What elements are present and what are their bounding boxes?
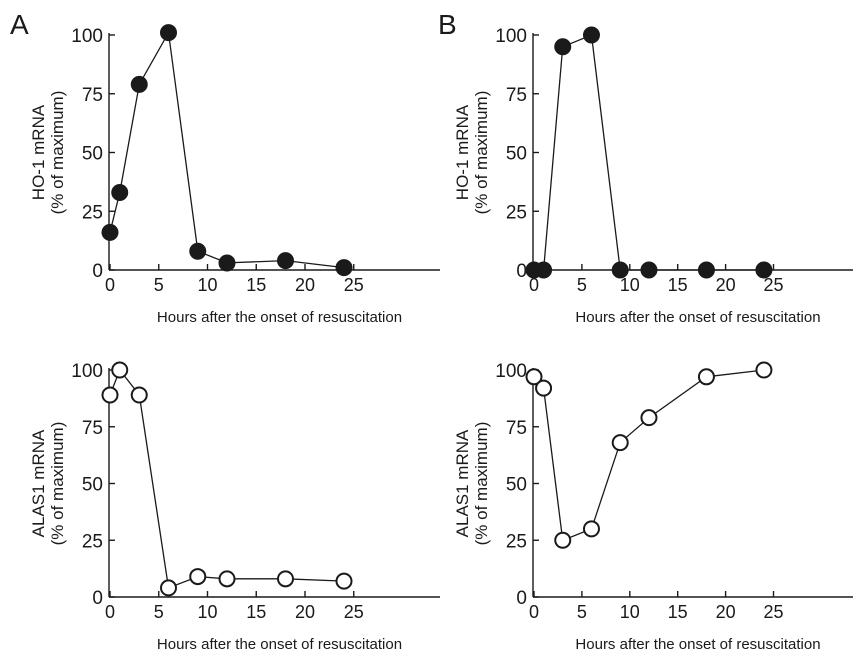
chart-3-y-tick-label: 50 bbox=[506, 475, 527, 496]
chart-3-y-tick-label: 100 bbox=[495, 361, 527, 382]
chart-1-data-point bbox=[535, 261, 553, 279]
chart-2-y-tick-label: 100 bbox=[71, 361, 103, 382]
chart-2-data-point bbox=[111, 361, 129, 379]
chart-2-y-tick-label: 0 bbox=[92, 588, 103, 609]
chart-1-data-point bbox=[640, 261, 658, 279]
chart-0-y-axis-subtitle: (% of maximum) bbox=[48, 91, 67, 215]
chart-3-data-point bbox=[611, 434, 629, 452]
chart-2-x-tick-label: 0 bbox=[105, 602, 115, 622]
chart-2-data-point bbox=[130, 386, 148, 404]
chart-2-data-point bbox=[189, 568, 207, 586]
chart-1-data-point bbox=[611, 261, 629, 279]
chart-3-series-line bbox=[533, 369, 764, 542]
chart-0-y-tick-label: 100 bbox=[71, 26, 103, 47]
chart-0-y-tick-label: 50 bbox=[82, 144, 103, 165]
chart-1-y-tick-label: 50 bbox=[506, 144, 527, 165]
chart-0-data-point bbox=[130, 75, 148, 93]
chart-3-data-point bbox=[554, 531, 572, 549]
chart-2-data-point bbox=[277, 570, 294, 588]
panel-label-b: B bbox=[438, 9, 457, 40]
chart-1-y-axis-subtitle: (% of maximum) bbox=[472, 91, 491, 215]
chart-2-y-tick-label: 25 bbox=[82, 531, 103, 552]
chart-0-y-axis-title: HO-1 mRNA bbox=[29, 104, 48, 200]
chart-0-data-point bbox=[111, 183, 129, 201]
chart-3-x-tick-label: 5 bbox=[577, 602, 587, 622]
chart-b-ho1: 0 25 50 75 100 0 5 10 15 20 25 Hours after the onse… bbox=[453, 26, 853, 326]
chart-3-x-tick-label: 0 bbox=[529, 602, 539, 622]
chart-0-data-point bbox=[160, 24, 177, 42]
chart-1-x-tick-label: 20 bbox=[716, 275, 736, 295]
chart-3-y-axis-title: ALAS1 mRNA bbox=[453, 429, 472, 537]
chart-3-y-tick-label: 75 bbox=[506, 418, 527, 439]
chart-3-data-point bbox=[697, 368, 715, 386]
chart-0-y-tick-label: 75 bbox=[82, 85, 103, 106]
chart-2-y-tick-label: 50 bbox=[82, 475, 103, 496]
chart-1-y-tick-label: 75 bbox=[506, 85, 527, 106]
chart-2-x-tick-label: 15 bbox=[246, 602, 266, 622]
chart-3-y-tick-label: 0 bbox=[516, 588, 527, 609]
chart-1-data-point bbox=[755, 261, 773, 279]
chart-2-y-axis-title: ALAS1 mRNA bbox=[29, 429, 48, 537]
chart-0-y-tick-label: 25 bbox=[82, 202, 103, 223]
chart-2-data-point bbox=[160, 579, 177, 597]
chart-1-x-tick-label: 5 bbox=[577, 275, 587, 295]
chart-2-x-tick-label: 5 bbox=[154, 602, 164, 622]
chart-0-x-tick-label: 20 bbox=[295, 275, 315, 295]
chart-3-data-point bbox=[525, 368, 543, 386]
chart-2-x-tick-label: 20 bbox=[295, 602, 315, 622]
chart-b-alas1: 0 25 50 75 100 0 5 10 15 20 25 Hours after the onse… bbox=[453, 361, 853, 653]
chart-3-x-tick-label: 20 bbox=[716, 602, 736, 622]
chart-1-data-point bbox=[697, 261, 715, 279]
chart-1-y-tick-label: 25 bbox=[506, 202, 527, 223]
chart-0-series-line bbox=[109, 30, 345, 269]
chart-3-data-point bbox=[535, 379, 553, 397]
chart-1-data-point bbox=[554, 38, 572, 56]
chart-3-x-axis-title: Hours after the onset of resuscitation bbox=[575, 636, 820, 653]
chart-1-y-axis-title: HO-1 mRNA bbox=[453, 104, 472, 200]
chart-2-x-axis-title: Hours after the onset of resuscitation bbox=[157, 636, 402, 653]
chart-a-alas1: 0 25 50 75 100 0 5 10 15 20 25 Hours after the onse… bbox=[29, 361, 440, 653]
chart-0-data-point bbox=[277, 252, 294, 270]
chart-3-y-tick-label: 25 bbox=[506, 531, 527, 552]
chart-3-x-tick-label: 25 bbox=[763, 602, 783, 622]
chart-1-data-point bbox=[582, 26, 600, 44]
chart-1-x-tick-label: 0 bbox=[529, 275, 539, 295]
chart-1-x-tick-label: 25 bbox=[763, 275, 783, 295]
chart-2-data-point bbox=[101, 386, 119, 404]
chart-1-y-tick-label: 100 bbox=[495, 26, 527, 47]
chart-1-x-tick-label: 15 bbox=[668, 275, 688, 295]
chart-0-y-tick-label: 0 bbox=[92, 261, 103, 282]
chart-1-y-tick-label: 0 bbox=[516, 261, 527, 282]
chart-2-data-point bbox=[218, 570, 236, 588]
chart-0-x-tick-label: 0 bbox=[105, 275, 115, 295]
chart-3-data-point bbox=[755, 361, 773, 379]
chart-0-data-point bbox=[189, 242, 207, 260]
chart-3-data-point bbox=[582, 520, 600, 538]
chart-0-data-point bbox=[218, 254, 236, 272]
chart-0-x-tick-label: 25 bbox=[344, 275, 364, 295]
chart-2-data-point bbox=[335, 572, 353, 590]
chart-0-x-tick-label: 10 bbox=[197, 275, 217, 295]
chart-2-y-axis-subtitle: (% of maximum) bbox=[48, 422, 67, 546]
chart-0-data-point bbox=[101, 223, 119, 241]
chart-a-ho1: 0 25 50 75 100 0 5 10 15 20 25 Hours after the onse… bbox=[29, 24, 440, 326]
chart-3-data-point bbox=[640, 409, 658, 427]
chart-1-series-line bbox=[534, 34, 764, 271]
panel-label-a: A bbox=[10, 9, 29, 40]
chart-2-series-line bbox=[109, 368, 345, 589]
chart-3-x-tick-label: 10 bbox=[620, 602, 640, 622]
chart-0-data-point bbox=[335, 259, 353, 277]
chart-3-x-tick-label: 15 bbox=[668, 602, 688, 622]
chart-2-x-tick-label: 10 bbox=[197, 602, 217, 622]
chart-0-x-axis-title: Hours after the onset of resuscitation bbox=[157, 309, 402, 326]
chart-0-x-tick-label: 5 bbox=[154, 275, 164, 295]
chart-1-x-tick-label: 10 bbox=[620, 275, 640, 295]
chart-2-x-tick-label: 25 bbox=[344, 602, 364, 622]
chart-2-y-tick-label: 75 bbox=[82, 418, 103, 439]
chart-0-x-tick-label: 15 bbox=[246, 275, 266, 295]
chart-1-x-axis-title: Hours after the onset of resuscitation bbox=[575, 309, 820, 326]
chart-3-y-axis-subtitle: (% of maximum) bbox=[472, 422, 491, 546]
